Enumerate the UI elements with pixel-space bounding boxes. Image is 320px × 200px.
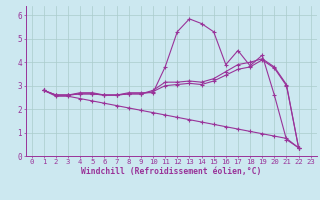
X-axis label: Windchill (Refroidissement éolien,°C): Windchill (Refroidissement éolien,°C): [81, 167, 261, 176]
